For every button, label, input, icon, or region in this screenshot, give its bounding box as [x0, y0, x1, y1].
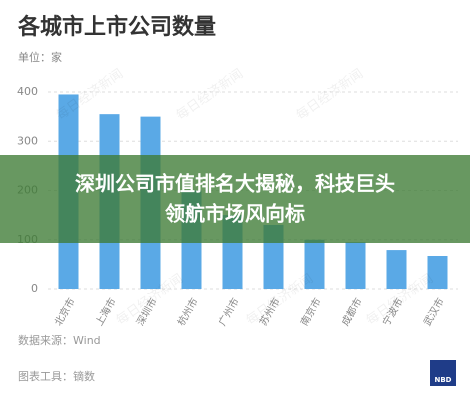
logo: NBD — [434, 376, 451, 384]
banner — [0, 155, 470, 243]
bar — [386, 250, 407, 289]
tool-note: 图表工具：镝数 — [18, 369, 95, 383]
logo-box — [430, 360, 456, 386]
y-tick-label: 0 — [31, 282, 38, 295]
bar — [427, 256, 448, 289]
bar — [304, 239, 325, 289]
y-axis-label: 单位：家 — [18, 50, 62, 64]
source-note: 数据来源：Wind — [18, 333, 101, 347]
banner-line: 领航市场风向标 — [165, 202, 305, 226]
y-tick-label: 300 — [17, 134, 38, 147]
banner-line: 深圳公司市值排名大揭秘，科技巨头 — [75, 172, 395, 196]
chart-title: 各城市上市公司数量 — [17, 14, 216, 40]
y-tick-label: 400 — [17, 85, 38, 98]
bar — [345, 242, 366, 289]
